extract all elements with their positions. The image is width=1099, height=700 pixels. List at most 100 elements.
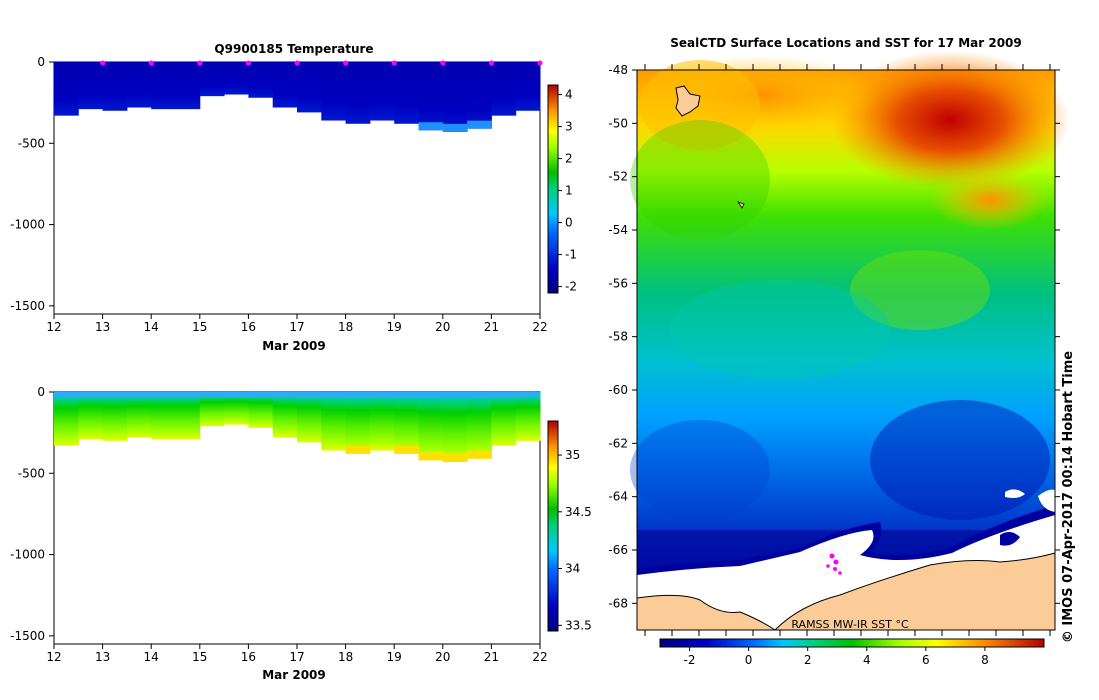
x-tick-label: 16 bbox=[241, 650, 256, 664]
seal-location-marker bbox=[829, 553, 835, 559]
colorbar-tick-label: 8 bbox=[981, 653, 989, 667]
colorbar-tick-label: 34.5 bbox=[565, 505, 592, 519]
y-tick-label: -56 bbox=[608, 276, 628, 290]
x-tick-label: 14 bbox=[144, 320, 159, 334]
x-tick-label: 22 bbox=[532, 320, 547, 334]
seal-location-marker bbox=[833, 559, 839, 565]
y-tick-label: -1500 bbox=[10, 629, 45, 643]
profile-marker bbox=[391, 60, 397, 66]
y-tick-label: -50 bbox=[608, 116, 628, 130]
profile-column bbox=[442, 392, 468, 462]
x-tick-label: 12 bbox=[46, 320, 61, 334]
profile-marker bbox=[100, 60, 106, 66]
x-tick-label: 13 bbox=[95, 320, 110, 334]
x-tick-label: 16 bbox=[241, 320, 256, 334]
salinity-section-fill bbox=[54, 392, 541, 462]
temperature-panel: Q9900185 Temperature 12 13 14 15 16 17 18 19 20 2… bbox=[10, 42, 577, 353]
profile-column bbox=[78, 62, 104, 110]
colorbar-tick-label: 0 bbox=[565, 216, 573, 230]
profile-column-tip bbox=[418, 452, 444, 461]
profile-column bbox=[418, 392, 444, 461]
x-tick-label: 15 bbox=[192, 650, 207, 664]
y-tick-label: 0 bbox=[37, 385, 45, 399]
x-tick-label: 19 bbox=[387, 650, 402, 664]
profile-column bbox=[175, 392, 201, 440]
profile-marker bbox=[537, 60, 543, 66]
colorbar-tick-label: 34 bbox=[565, 562, 580, 576]
profile-column bbox=[102, 392, 128, 441]
x-tick-label: 13 bbox=[95, 650, 110, 664]
profile-column bbox=[369, 62, 395, 121]
profile-column bbox=[54, 62, 79, 116]
temperature-axes: 12 13 14 15 16 17 18 19 20 21 22 0 -500 -1000 -1500 bbox=[10, 55, 548, 334]
y-tick-label: -1000 bbox=[10, 218, 45, 232]
profile-marker bbox=[245, 60, 251, 66]
sst-map-axes: -48 -50 -52 -54 -56 -58 -60 -62 -64 -66 -68 bbox=[608, 63, 1060, 636]
x-tick-label: 17 bbox=[289, 320, 304, 334]
profile-column bbox=[54, 392, 79, 446]
y-tick-label: -68 bbox=[608, 596, 628, 610]
profile-column bbox=[491, 62, 517, 116]
profile-markers bbox=[100, 60, 543, 66]
x-tick-label: 18 bbox=[338, 650, 353, 664]
profile-marker bbox=[148, 60, 154, 66]
x-tick-label: 20 bbox=[435, 650, 450, 664]
y-tick-label: -58 bbox=[608, 330, 628, 344]
x-tick-label: 14 bbox=[144, 650, 159, 664]
profile-column bbox=[321, 392, 347, 451]
y-tick-label: -48 bbox=[608, 63, 628, 77]
profile-column bbox=[126, 392, 152, 438]
sst-map-frame bbox=[636, 69, 1056, 631]
x-tick-label: 18 bbox=[338, 320, 353, 334]
profile-marker bbox=[488, 60, 494, 66]
profile-column bbox=[151, 392, 176, 440]
seal-location-marker bbox=[833, 567, 837, 571]
colorbar-tick-label: 0 bbox=[745, 653, 753, 667]
temperature-section-fill bbox=[54, 62, 541, 132]
salinity-panel: 12 13 14 15 16 17 18 19 20 21 22 0 -500 -1000 -1500 Ma… bbox=[10, 385, 592, 682]
x-tick-label: 19 bbox=[387, 320, 402, 334]
y-tick-label: -60 bbox=[608, 383, 628, 397]
profile-column bbox=[369, 392, 395, 451]
profile-column bbox=[151, 62, 176, 110]
antarctic-land bbox=[636, 552, 1056, 631]
x-tick-label: 22 bbox=[532, 650, 547, 664]
temperature-x-label: Mar 2009 bbox=[262, 339, 326, 353]
sst-map-panel: SealCTD Surface Locations and SST for 17… bbox=[608, 36, 1076, 667]
y-tick-label: -62 bbox=[608, 436, 628, 450]
profile-column-tip bbox=[418, 122, 444, 131]
y-tick-label: -500 bbox=[18, 466, 45, 480]
profile-column bbox=[394, 62, 419, 124]
product-label: RAMSS MW-IR SST °C bbox=[791, 618, 909, 631]
sst-colorbar-ticks: -202468707580859095 bbox=[684, 647, 989, 667]
imos-credit: © IMOS 07-Apr-2017 00:14 Hobart Time bbox=[1061, 351, 1076, 643]
colorbar-tick-label: 35 bbox=[565, 448, 580, 462]
profile-column bbox=[442, 62, 468, 132]
colorbar-tick-label: 6 bbox=[922, 653, 930, 667]
y-tick-label: -54 bbox=[608, 223, 628, 237]
profile-column bbox=[297, 392, 322, 443]
sst-colorbar bbox=[659, 638, 1045, 648]
colorbar-tick-label: 2 bbox=[565, 152, 573, 166]
profile-column bbox=[515, 392, 541, 441]
salinity-colorbar-ticks: 33.5 34 34.5 35 bbox=[558, 448, 592, 632]
profile-marker bbox=[440, 60, 446, 66]
profile-marker bbox=[343, 60, 349, 66]
colorbar-tick-label: -1 bbox=[565, 248, 577, 262]
profile-column-tip bbox=[442, 453, 468, 462]
colorbar-tick-label: -2 bbox=[565, 280, 577, 294]
y-tick-label: -64 bbox=[608, 490, 628, 504]
y-tick-label: -1500 bbox=[10, 299, 45, 313]
y-tick-label: -500 bbox=[18, 136, 45, 150]
profile-column bbox=[321, 62, 347, 121]
x-tick-label: 20 bbox=[435, 320, 450, 334]
x-tick-label: 15 bbox=[192, 320, 207, 334]
profile-column bbox=[102, 62, 128, 111]
temperature-title: Q9900185 Temperature bbox=[214, 42, 373, 56]
y-tick-label: -66 bbox=[608, 543, 628, 557]
temperature-colorbar bbox=[547, 84, 559, 294]
salinity-x-label: Mar 2009 bbox=[262, 668, 326, 682]
profile-column bbox=[199, 62, 225, 97]
surface-layer bbox=[54, 392, 540, 398]
colorbar-tick-label: 4 bbox=[863, 653, 871, 667]
